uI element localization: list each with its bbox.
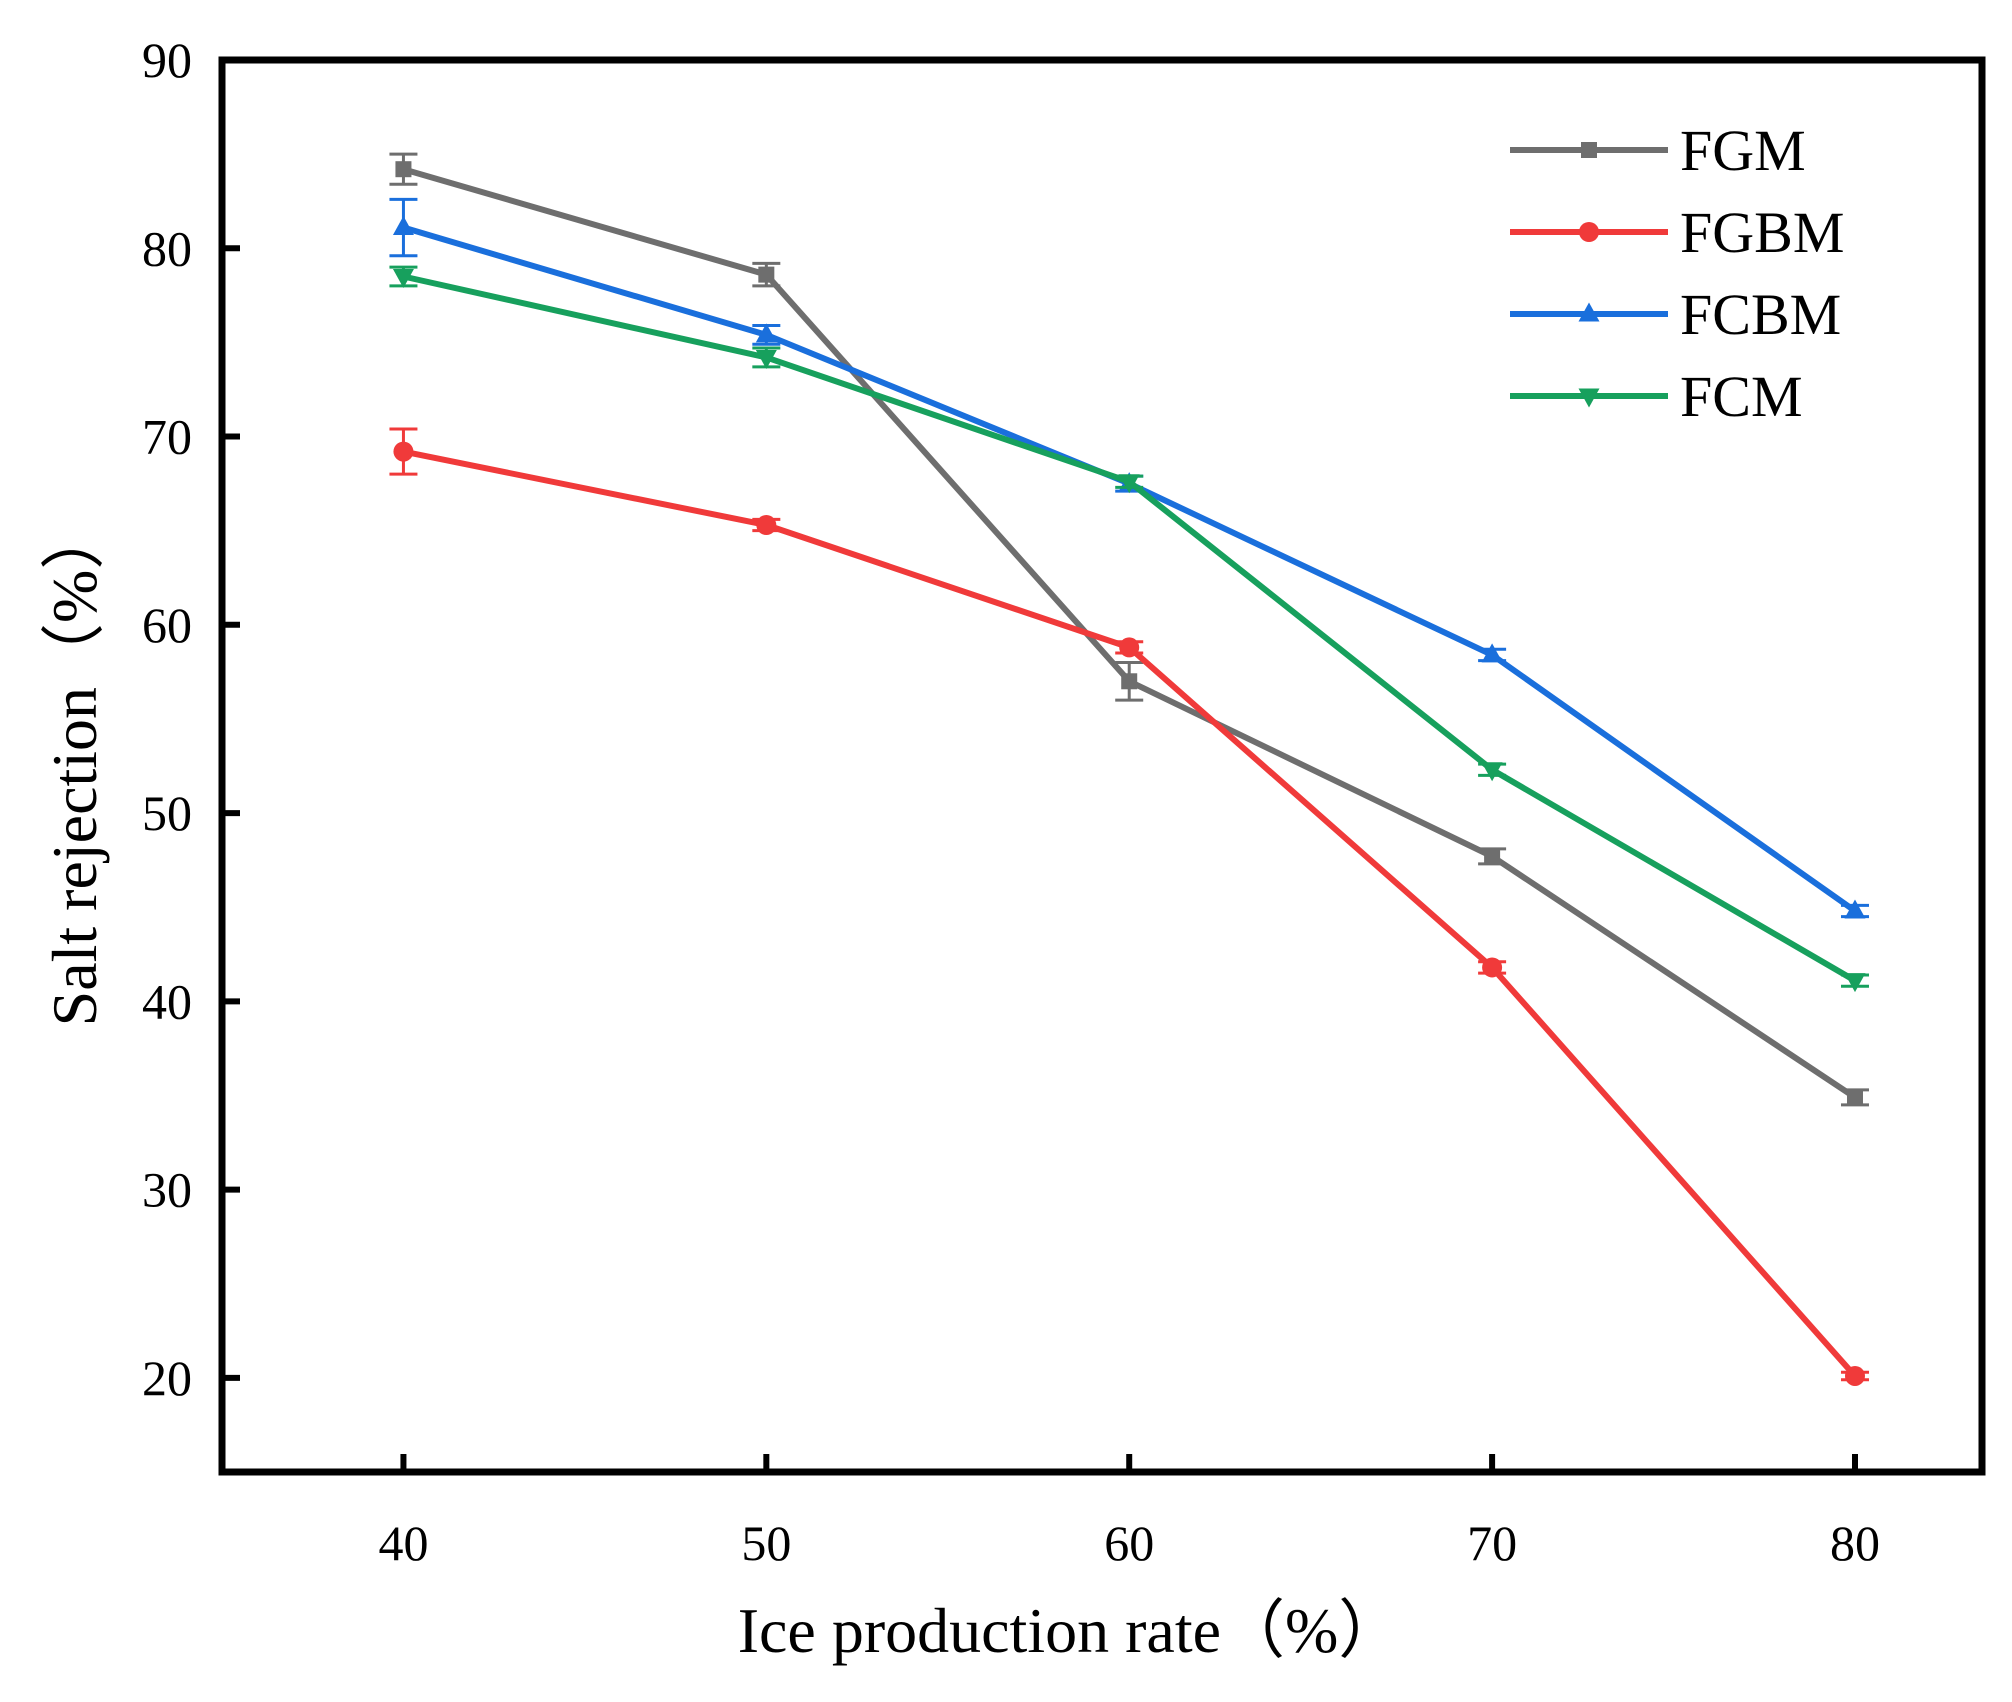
- legend-label-fgbm: FGBM: [1680, 200, 1844, 265]
- x-tick-label: 50: [741, 1515, 791, 1571]
- data-point-fcm: [1844, 973, 1866, 993]
- series-line-fcbm: [402, 224, 1857, 914]
- y-tick-label: 70: [142, 409, 192, 465]
- data-point-fcbm: [1844, 899, 1866, 919]
- x-axis-ticks: 40 50 60 70 80: [378, 1454, 1880, 1571]
- data-point-fgbm: [1482, 957, 1503, 978]
- data-point-fgbm: [393, 441, 414, 462]
- series-line-fcm: [402, 273, 1857, 984]
- series-line-fgm: [402, 166, 1857, 1100]
- data-point-fgm: [758, 266, 775, 283]
- data-point-fgm: [1846, 1089, 1863, 1106]
- data-point-fgm: [1484, 848, 1501, 865]
- legend-marker-fcbm: [1578, 302, 1600, 322]
- data-point-fcm: [392, 269, 414, 289]
- y-tick-label: 50: [142, 785, 192, 841]
- data-point-fcbm: [755, 323, 777, 343]
- y-tick-label: 30: [142, 1162, 192, 1218]
- x-tick-label: 80: [1830, 1515, 1880, 1571]
- data-point-fcbm: [392, 216, 414, 236]
- series-fgm: [389, 152, 1869, 1107]
- x-axis-title: Ice production rate（%）: [738, 1595, 1403, 1666]
- series-line-fgbm: [402, 448, 1858, 1378]
- data-point-fcm: [1118, 474, 1140, 494]
- legend-label-fcbm: FCBM: [1680, 282, 1841, 347]
- y-tick-label: 60: [142, 597, 192, 653]
- data-point-fcm: [1481, 762, 1503, 782]
- data-point-fgbm: [1844, 1365, 1865, 1386]
- x-tick-label: 40: [378, 1515, 428, 1571]
- series-layer: [389, 152, 1869, 1386]
- data-point-fgbm: [1119, 637, 1140, 658]
- legend-label-fgm: FGM: [1680, 118, 1806, 183]
- y-tick-label: 80: [142, 220, 192, 276]
- x-tick-label: 70: [1467, 1515, 1517, 1571]
- data-point-fcbm: [1481, 643, 1503, 663]
- y-tick-label: 40: [142, 973, 192, 1029]
- legend: FGM FGBM FCBM FCM: [1510, 118, 1844, 429]
- data-point-fgm: [395, 161, 412, 178]
- legend-marker-fgm: [1581, 142, 1597, 158]
- data-point-fgbm: [756, 515, 777, 536]
- legend-marker-fgbm: [1579, 222, 1599, 242]
- data-point-fgm: [1121, 673, 1138, 690]
- y-tick-label: 90: [142, 32, 192, 88]
- legend-marker-fcm: [1578, 388, 1600, 408]
- y-axis-title: Salt rejection（%）: [39, 506, 110, 1027]
- y-tick-label: 20: [142, 1350, 192, 1406]
- data-point-fcm: [755, 349, 777, 369]
- series-fgbm: [389, 427, 1869, 1386]
- series-fcm: [389, 265, 1869, 993]
- x-tick-label: 60: [1104, 1515, 1154, 1571]
- plot-frame: [218, 56, 1986, 1476]
- legend-label-fcm: FCM: [1680, 364, 1803, 429]
- series-fcbm: [389, 197, 1869, 919]
- y-axis-ticks: 20 30 40 50 60 70 80 90: [142, 32, 240, 1406]
